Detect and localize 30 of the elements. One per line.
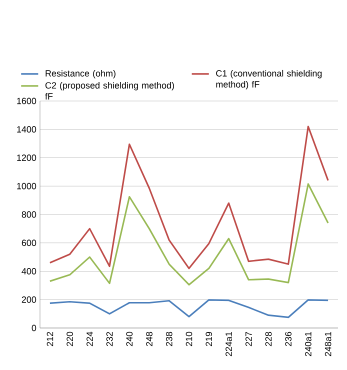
x-tick-label: 240 <box>126 332 133 346</box>
line-series <box>49 126 329 270</box>
x-tick-label: 240a1 <box>305 332 312 356</box>
x-tick-label: 224a1 <box>226 332 232 356</box>
y-tick-label: 1400 <box>17 126 36 133</box>
x-tick-label: 236 <box>285 332 292 346</box>
x-tick-label: 248 <box>146 332 152 346</box>
y-tick-label: 1000 <box>17 182 36 190</box>
x-tick-label: 210 <box>186 332 192 346</box>
x-tick-label: 220 <box>66 332 73 346</box>
x-tick-label: 238 <box>166 332 172 346</box>
y-tick-label: 200 <box>22 296 36 303</box>
legend-label: Resistance (ohm) <box>46 70 116 78</box>
x-tick-label: 224 <box>86 332 93 346</box>
y-tick-label: 1200 <box>17 154 36 161</box>
line-series <box>49 299 329 318</box>
x-tick-label: 248a1 <box>324 332 332 356</box>
y-tick-label: 600 <box>22 240 36 246</box>
x-tick-label: 227 <box>245 332 252 346</box>
y-tick-label: 0 <box>32 324 36 332</box>
legend-label: C1 (conventional shielding method) fF <box>216 70 322 90</box>
x-tick-label: 228 <box>265 332 272 346</box>
legend-label: C2 (proposed shielding method) fF <box>45 82 174 100</box>
y-tick-label: 1600 <box>17 98 36 104</box>
y-tick-label: 800 <box>22 211 36 218</box>
line-series <box>49 183 329 286</box>
x-tick-label: 219 <box>206 332 212 346</box>
y-tick-label: 400 <box>22 268 36 274</box>
x-tick-label: 232 <box>106 332 113 346</box>
x-tick-label: 212 <box>46 332 54 346</box>
